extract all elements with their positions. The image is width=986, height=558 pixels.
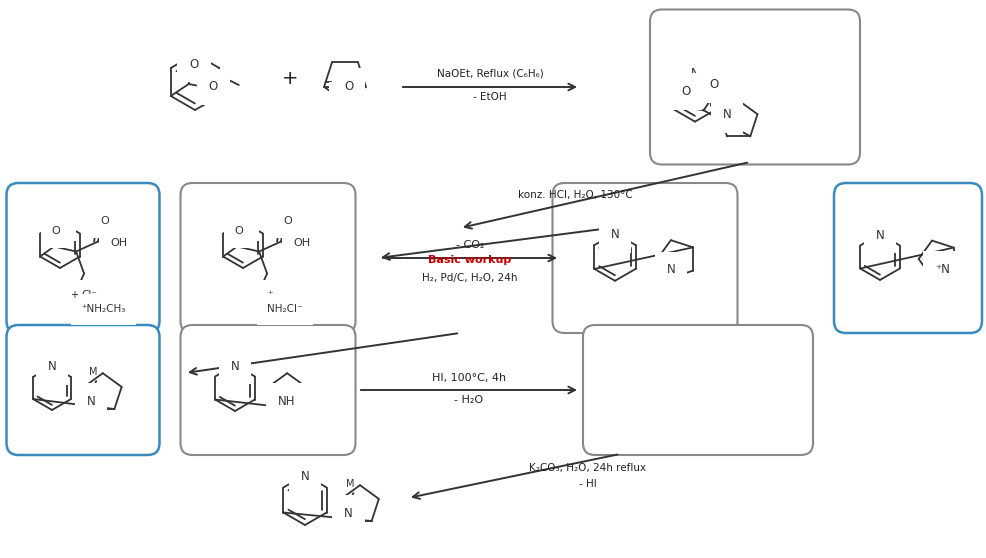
Text: O: O bbox=[344, 80, 353, 93]
FancyBboxPatch shape bbox=[583, 325, 813, 455]
Text: N: N bbox=[239, 217, 247, 229]
Text: NH: NH bbox=[278, 395, 295, 407]
Text: +: + bbox=[282, 69, 298, 88]
Text: O: O bbox=[101, 217, 108, 227]
Text: NH₂Cl⁻: NH₂Cl⁻ bbox=[267, 305, 303, 315]
FancyBboxPatch shape bbox=[180, 183, 356, 333]
Text: OH: OH bbox=[110, 238, 127, 248]
Text: N: N bbox=[610, 228, 619, 240]
Text: O: O bbox=[209, 80, 218, 94]
Text: ⁺N: ⁺N bbox=[935, 263, 950, 276]
Text: M: M bbox=[346, 479, 355, 489]
Text: O: O bbox=[189, 57, 198, 70]
Text: N: N bbox=[47, 360, 56, 373]
Text: - H₂O: - H₂O bbox=[455, 395, 483, 405]
Text: N: N bbox=[690, 67, 699, 80]
Text: N: N bbox=[344, 507, 353, 519]
Text: N: N bbox=[340, 94, 349, 107]
Text: - HI: - HI bbox=[579, 479, 597, 489]
Text: N: N bbox=[667, 263, 675, 276]
Text: H₂, Pd/C, H₂O, 24h: H₂, Pd/C, H₂O, 24h bbox=[422, 273, 518, 283]
Text: N: N bbox=[190, 49, 199, 61]
Text: N: N bbox=[876, 229, 884, 242]
Text: O: O bbox=[709, 78, 718, 91]
Text: N: N bbox=[231, 359, 240, 373]
Text: O: O bbox=[283, 217, 292, 227]
Text: HI, 100°C, 4h: HI, 100°C, 4h bbox=[432, 373, 506, 383]
FancyBboxPatch shape bbox=[650, 9, 860, 165]
Text: - CO₂: - CO₂ bbox=[456, 240, 484, 250]
Text: +: + bbox=[70, 291, 78, 301]
FancyBboxPatch shape bbox=[180, 325, 356, 455]
Text: O: O bbox=[51, 227, 60, 237]
FancyBboxPatch shape bbox=[834, 183, 982, 333]
FancyBboxPatch shape bbox=[7, 183, 160, 333]
Text: N: N bbox=[723, 108, 732, 121]
Text: M: M bbox=[89, 367, 98, 377]
Text: Cl⁻: Cl⁻ bbox=[81, 291, 97, 301]
Text: O: O bbox=[681, 85, 690, 98]
Text: konz. HCl, H₂O, 130°C: konz. HCl, H₂O, 130°C bbox=[518, 190, 632, 200]
Text: - EtOH: - EtOH bbox=[473, 92, 507, 102]
Text: ⁺: ⁺ bbox=[267, 291, 272, 301]
Text: K₂CO₃, H₂O, 24h reflux: K₂CO₃, H₂O, 24h reflux bbox=[529, 463, 647, 473]
FancyBboxPatch shape bbox=[7, 325, 160, 455]
Text: Basic workup: Basic workup bbox=[428, 255, 512, 265]
Text: N: N bbox=[55, 217, 64, 229]
FancyBboxPatch shape bbox=[552, 183, 738, 333]
Text: NaOEt, Reflux (C₆H₆): NaOEt, Reflux (C₆H₆) bbox=[437, 68, 543, 78]
Text: N: N bbox=[301, 469, 310, 483]
Text: O: O bbox=[235, 227, 244, 237]
Text: N: N bbox=[87, 395, 96, 407]
Text: OH: OH bbox=[293, 238, 311, 248]
Text: ⁺NH₂CH₃: ⁺NH₂CH₃ bbox=[81, 305, 125, 315]
